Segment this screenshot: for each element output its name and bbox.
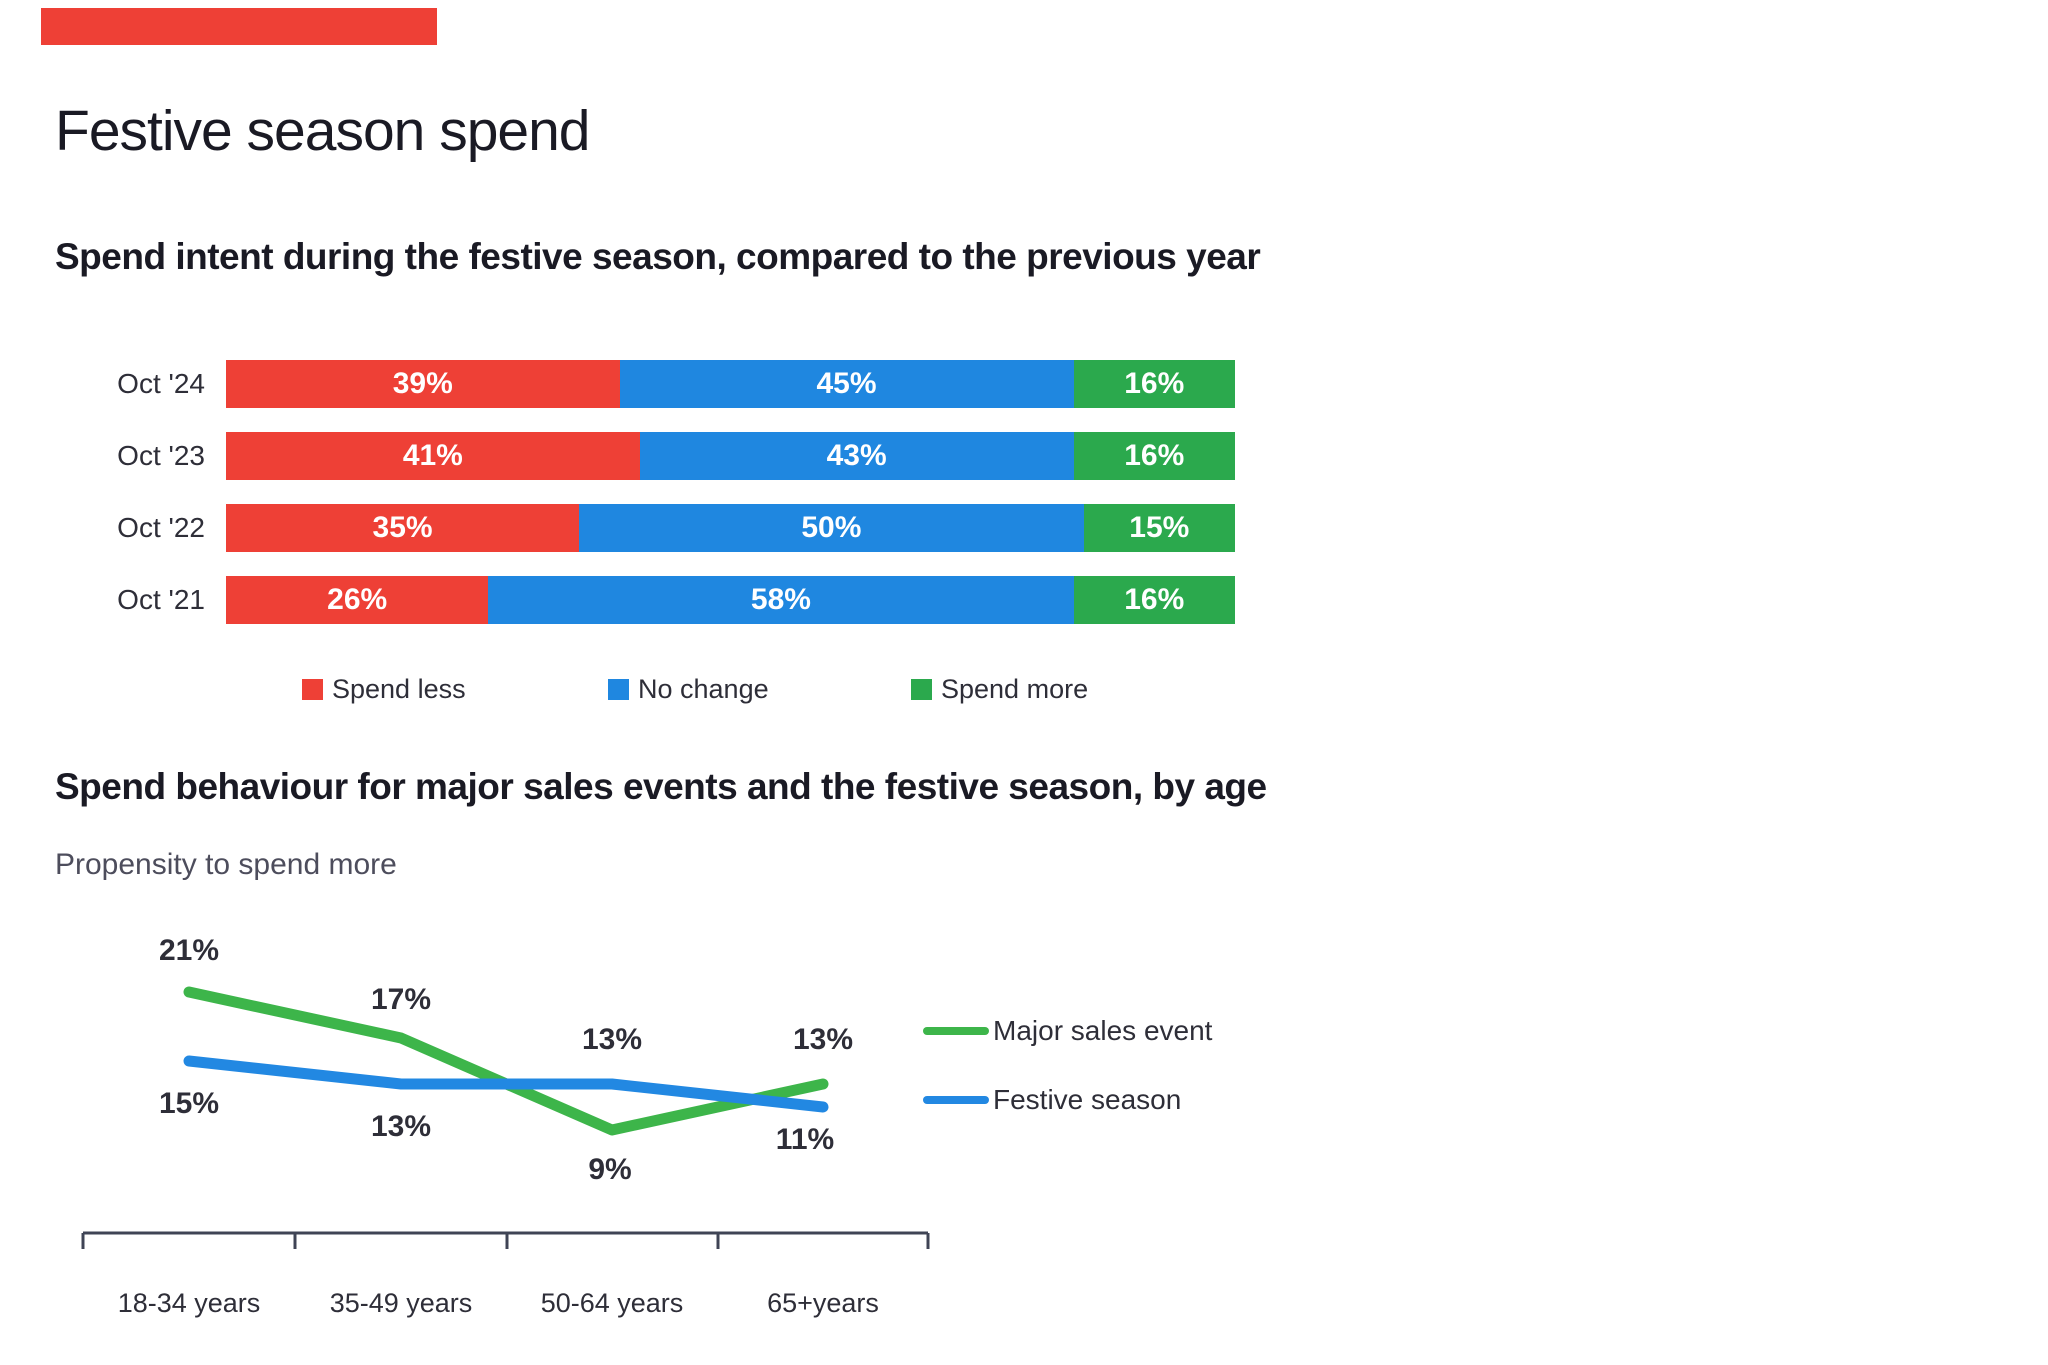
bar-segment: 45%	[619, 360, 1074, 408]
bar-segment: 16%	[1073, 432, 1235, 480]
legend-item: Spend more	[911, 674, 1088, 705]
data-point-label: 13%	[581, 1023, 643, 1056]
x-axis-label: 35-49 years	[329, 1288, 473, 1318]
bar-segment: 26%	[226, 576, 489, 624]
data-point-label: 17%	[370, 983, 432, 1016]
bar-row-label: Oct '23	[117, 440, 205, 471]
bar-row-label: Oct '24	[117, 368, 205, 399]
line-chart-plot	[81, 986, 930, 1249]
legend-swatch	[302, 679, 323, 700]
series-line	[183, 986, 829, 1136]
x-axis	[81, 1231, 930, 1249]
line-chart: 21% 17% 9% 13% 15% 13% 13% 11% 18-34 years 35-49 …	[55, 930, 955, 1365]
series-line	[183, 1055, 829, 1113]
data-point-label: 15%	[158, 1087, 220, 1120]
legend-label: Spend less	[332, 674, 466, 704]
bar-row-label: Oct '22	[117, 512, 205, 543]
data-point-label: 9%	[588, 1153, 632, 1186]
stacked-bar-chart: Oct '24 39% 45% 16% Oct '23 41% 43% 16% Oct '22 3…	[117, 360, 1235, 648]
x-axis-label: 18-34 years	[117, 1288, 261, 1318]
data-point-label: 11%	[775, 1123, 835, 1156]
legend-item: Major sales event	[923, 1015, 1213, 1046]
legend-swatch	[608, 679, 629, 700]
data-point-label: 13%	[792, 1023, 854, 1056]
legend-label: No change	[638, 674, 769, 704]
data-point-label: 21%	[158, 934, 220, 967]
bar-segment: 58%	[488, 576, 1074, 624]
legend-label: Spend more	[941, 674, 1089, 704]
bar-segment: 35%	[226, 504, 580, 552]
legend-item: Spend less	[302, 674, 466, 705]
decorative-accent-bar	[41, 8, 437, 45]
legend-swatch	[911, 679, 932, 700]
legend-item: No change	[608, 674, 769, 705]
bar-row: Oct '23 41% 43% 16%	[117, 432, 1235, 480]
x-axis-label: 50-64 years	[540, 1288, 684, 1318]
legend-line-swatch	[923, 1027, 989, 1035]
x-axis-label: 65+years	[767, 1288, 879, 1318]
stacked-chart-title: Spend intent during the festive season, …	[55, 236, 1261, 277]
bar-row-label: Oct '21	[117, 584, 205, 615]
bar-segment: 16%	[1073, 576, 1235, 624]
bar-row: Oct '21 26% 58% 16%	[117, 576, 1235, 624]
legend-label: Festive season	[993, 1084, 1182, 1115]
bar-segment: 16%	[1073, 360, 1235, 408]
bar-row: Oct '24 39% 45% 16%	[117, 360, 1235, 408]
line-chart-subtitle: Propensity to spend more	[55, 848, 397, 881]
data-point-label: 13%	[370, 1110, 432, 1143]
bar-segment: 41%	[226, 432, 640, 480]
bar-segment: 43%	[639, 432, 1074, 480]
page-title: Festive season spend	[55, 99, 590, 163]
legend-item: Festive season	[923, 1084, 1182, 1115]
bar-row: Oct '22 35% 50% 15%	[117, 504, 1235, 552]
legend-label: Major sales event	[993, 1015, 1213, 1046]
legend-line-swatch	[923, 1096, 989, 1104]
bar-segment: 39%	[226, 360, 620, 408]
bar-segment: 50%	[579, 504, 1084, 552]
bar-segment: 15%	[1083, 504, 1235, 552]
line-chart-title: Spend behaviour for major sales events a…	[55, 766, 1267, 807]
